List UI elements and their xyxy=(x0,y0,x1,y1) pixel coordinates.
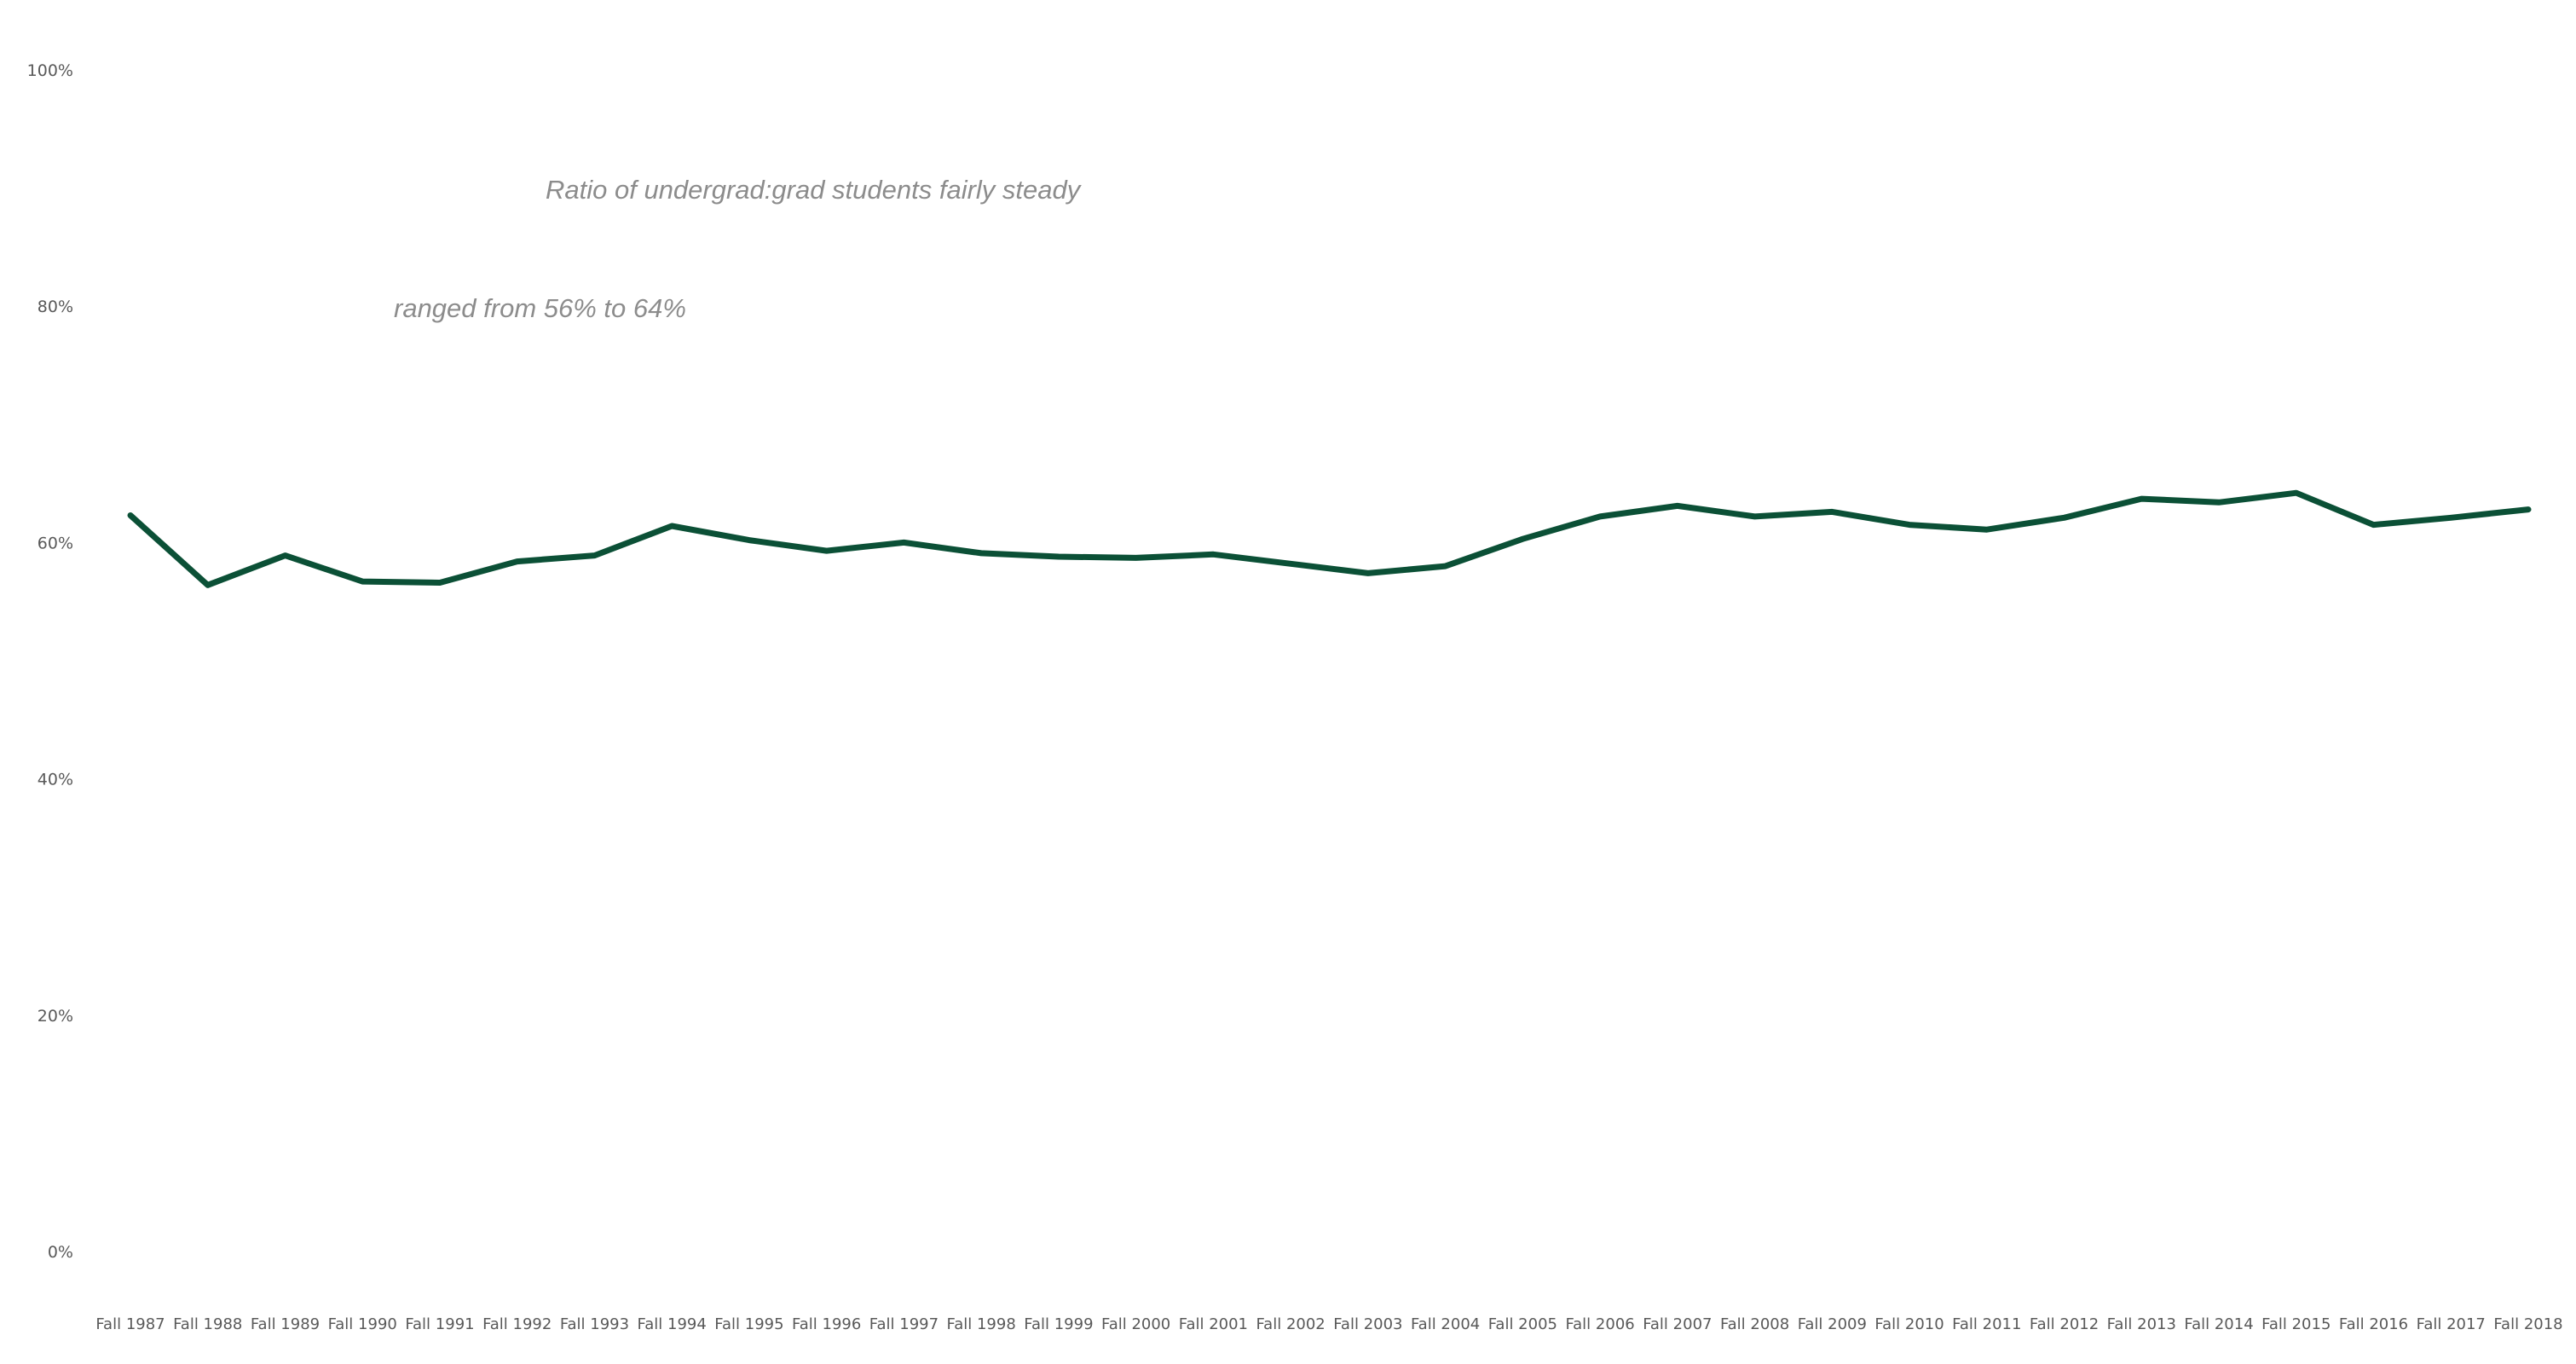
x-tick-label: Fall 2015 xyxy=(2261,1315,2331,1333)
x-tick-label: Fall 2004 xyxy=(1411,1315,1480,1333)
data-point xyxy=(2293,490,2299,496)
data-point xyxy=(1597,513,1603,519)
x-tick-label: Fall 2018 xyxy=(2493,1315,2562,1333)
data-point xyxy=(1674,503,1680,509)
x-tick-label: Fall 2014 xyxy=(2184,1315,2253,1333)
x-tick-label: Fall 1999 xyxy=(1024,1315,1093,1333)
data-point xyxy=(437,580,442,586)
x-tick-label: Fall 2013 xyxy=(2107,1315,2176,1333)
x-tick-label: Fall 2005 xyxy=(1488,1315,1557,1333)
annotation-ratio-steady: Ratio of undergrad:grad students fairly … xyxy=(546,175,1083,205)
data-point xyxy=(746,537,752,543)
x-tick-label: Fall 2001 xyxy=(1179,1315,1248,1333)
data-point xyxy=(1133,555,1139,561)
data-point xyxy=(2061,515,2067,521)
data-point xyxy=(360,579,366,585)
y-tick-label: 60% xyxy=(38,534,73,552)
x-tick-label: Fall 1990 xyxy=(328,1315,397,1333)
data-point xyxy=(1442,564,1448,569)
data-point xyxy=(901,540,907,546)
y-axis-tick-labels: 0% 20% 40% 60% 80% 100% xyxy=(27,61,73,1262)
x-tick-label: Fall 2008 xyxy=(1720,1315,1789,1333)
x-tick-label: Fall 2012 xyxy=(2030,1315,2099,1333)
data-point xyxy=(669,523,675,529)
data-point xyxy=(2448,515,2454,521)
x-tick-label: Fall 2010 xyxy=(1874,1315,1944,1333)
x-tick-label: Fall 1993 xyxy=(560,1315,629,1333)
x-tick-label: Fall 2002 xyxy=(1256,1315,1325,1333)
data-point xyxy=(823,548,829,554)
data-point xyxy=(514,558,520,564)
x-tick-label: Fall 1992 xyxy=(482,1315,552,1333)
data-point xyxy=(2526,506,2531,512)
x-tick-label: Fall 1994 xyxy=(638,1315,707,1333)
x-tick-label: Fall 2011 xyxy=(1952,1315,2021,1333)
x-tick-label: Fall 1989 xyxy=(251,1315,320,1333)
x-tick-label: Fall 2016 xyxy=(2339,1315,2408,1333)
x-tick-label: Fall 2000 xyxy=(1101,1315,1170,1333)
data-point xyxy=(1907,522,1913,528)
data-point xyxy=(1210,552,1216,558)
series-line-0 xyxy=(127,489,2532,588)
data-point xyxy=(1984,527,1990,533)
y-tick-label: 40% xyxy=(38,771,73,789)
y-tick-label: 0% xyxy=(48,1243,73,1262)
data-point xyxy=(979,550,985,556)
y-tick-label: 80% xyxy=(38,298,73,316)
data-point xyxy=(1288,561,1294,567)
x-tick-label: Fall 1987 xyxy=(95,1315,165,1333)
x-tick-label: Fall 1988 xyxy=(173,1315,242,1333)
x-tick-label: Fall 1997 xyxy=(869,1315,939,1333)
x-tick-label: Fall 1996 xyxy=(792,1315,861,1333)
x-tick-label: Fall 2006 xyxy=(1565,1315,1634,1333)
data-point xyxy=(1365,570,1371,576)
data-point xyxy=(592,552,598,558)
y-tick-label: 20% xyxy=(38,1007,73,1026)
data-point xyxy=(2371,522,2377,528)
x-tick-label: Fall 2007 xyxy=(1643,1315,1712,1333)
x-axis-tick-labels: Fall 1987 Fall 1988 Fall 1989 Fall 1990 Fall… xyxy=(95,1315,2562,1333)
y-tick-label: 100% xyxy=(27,61,73,80)
data-point xyxy=(1829,509,1835,515)
data-point xyxy=(282,552,288,558)
data-point xyxy=(205,582,211,588)
data-point xyxy=(128,512,133,518)
x-tick-label: Fall 1991 xyxy=(405,1315,474,1333)
data-point xyxy=(2139,496,2145,502)
series-layer xyxy=(127,489,2532,588)
data-point xyxy=(2216,500,2221,506)
x-tick-label: Fall 1995 xyxy=(714,1315,783,1333)
x-tick-label: Fall 2009 xyxy=(1798,1315,1867,1333)
x-tick-label: Fall 1998 xyxy=(947,1315,1016,1333)
data-point xyxy=(1520,536,1526,542)
data-point xyxy=(1752,513,1758,519)
x-tick-label: Fall 2003 xyxy=(1333,1315,1402,1333)
data-point xyxy=(1055,554,1061,559)
annotation-range: ranged from 56% to 64% xyxy=(394,293,686,323)
x-tick-label: Fall 2017 xyxy=(2417,1315,2486,1333)
